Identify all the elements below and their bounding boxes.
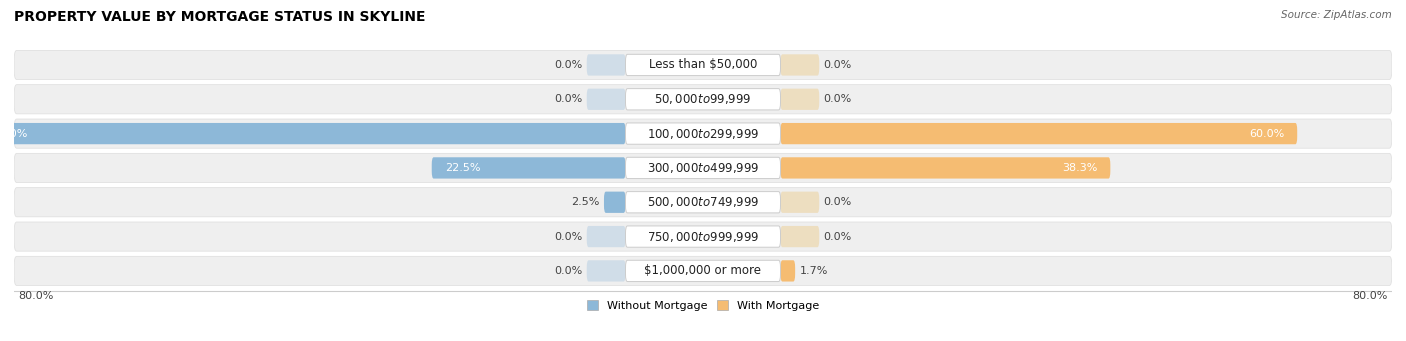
Text: 75.0%: 75.0% bbox=[0, 129, 28, 138]
Legend: Without Mortgage, With Mortgage: Without Mortgage, With Mortgage bbox=[582, 296, 824, 315]
FancyBboxPatch shape bbox=[586, 260, 626, 282]
FancyBboxPatch shape bbox=[780, 123, 1298, 144]
FancyBboxPatch shape bbox=[14, 153, 1392, 182]
Text: 0.0%: 0.0% bbox=[824, 94, 852, 104]
FancyBboxPatch shape bbox=[780, 226, 820, 247]
FancyBboxPatch shape bbox=[586, 226, 626, 247]
Text: $100,000 to $299,999: $100,000 to $299,999 bbox=[647, 127, 759, 140]
Text: 2.5%: 2.5% bbox=[571, 197, 599, 207]
FancyBboxPatch shape bbox=[626, 54, 780, 76]
FancyBboxPatch shape bbox=[780, 260, 796, 282]
FancyBboxPatch shape bbox=[14, 50, 1392, 79]
FancyBboxPatch shape bbox=[0, 123, 626, 144]
Text: 22.5%: 22.5% bbox=[444, 163, 479, 173]
Text: 0.0%: 0.0% bbox=[824, 197, 852, 207]
FancyBboxPatch shape bbox=[780, 54, 820, 76]
Text: 0.0%: 0.0% bbox=[554, 94, 582, 104]
FancyBboxPatch shape bbox=[780, 192, 820, 213]
Text: 0.0%: 0.0% bbox=[824, 60, 852, 70]
Text: PROPERTY VALUE BY MORTGAGE STATUS IN SKYLINE: PROPERTY VALUE BY MORTGAGE STATUS IN SKY… bbox=[14, 10, 426, 24]
FancyBboxPatch shape bbox=[780, 89, 820, 110]
FancyBboxPatch shape bbox=[626, 192, 780, 213]
FancyBboxPatch shape bbox=[586, 89, 626, 110]
Text: 0.0%: 0.0% bbox=[554, 60, 582, 70]
FancyBboxPatch shape bbox=[626, 89, 780, 110]
FancyBboxPatch shape bbox=[626, 123, 780, 144]
Text: $500,000 to $749,999: $500,000 to $749,999 bbox=[647, 195, 759, 209]
Text: $1,000,000 or more: $1,000,000 or more bbox=[644, 264, 762, 277]
Text: 80.0%: 80.0% bbox=[1353, 291, 1388, 301]
FancyBboxPatch shape bbox=[626, 157, 780, 179]
FancyBboxPatch shape bbox=[780, 157, 1111, 179]
FancyBboxPatch shape bbox=[14, 256, 1392, 285]
FancyBboxPatch shape bbox=[626, 226, 780, 247]
FancyBboxPatch shape bbox=[586, 54, 626, 76]
Text: 60.0%: 60.0% bbox=[1249, 129, 1284, 138]
FancyBboxPatch shape bbox=[14, 222, 1392, 251]
Text: Source: ZipAtlas.com: Source: ZipAtlas.com bbox=[1281, 10, 1392, 20]
FancyBboxPatch shape bbox=[626, 260, 780, 282]
Text: 0.0%: 0.0% bbox=[824, 232, 852, 241]
Text: 1.7%: 1.7% bbox=[800, 266, 828, 276]
Text: $50,000 to $99,999: $50,000 to $99,999 bbox=[654, 92, 752, 106]
FancyBboxPatch shape bbox=[14, 119, 1392, 148]
Text: Less than $50,000: Less than $50,000 bbox=[648, 58, 758, 72]
Text: 0.0%: 0.0% bbox=[554, 232, 582, 241]
Text: $300,000 to $499,999: $300,000 to $499,999 bbox=[647, 161, 759, 175]
FancyBboxPatch shape bbox=[14, 188, 1392, 217]
Text: 80.0%: 80.0% bbox=[18, 291, 53, 301]
FancyBboxPatch shape bbox=[14, 85, 1392, 114]
Text: 0.0%: 0.0% bbox=[554, 266, 582, 276]
Text: $750,000 to $999,999: $750,000 to $999,999 bbox=[647, 229, 759, 243]
Text: 38.3%: 38.3% bbox=[1062, 163, 1098, 173]
FancyBboxPatch shape bbox=[605, 192, 626, 213]
FancyBboxPatch shape bbox=[432, 157, 626, 179]
